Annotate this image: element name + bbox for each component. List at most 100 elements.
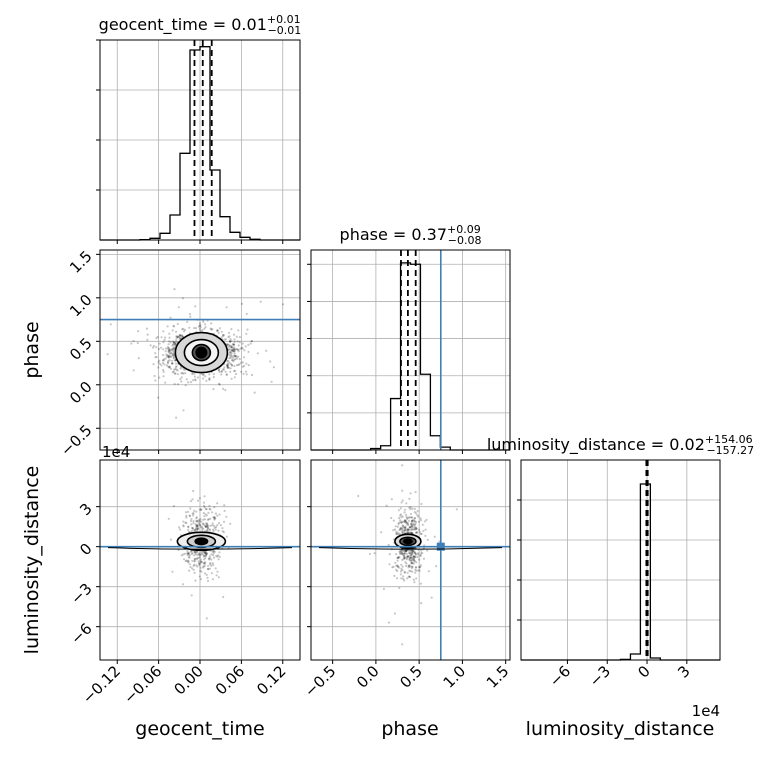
phase-vs-geocent-time-sample-point bbox=[234, 348, 237, 351]
lumdist-vs-phase-sample-point bbox=[413, 520, 416, 523]
phase-vs-geocent-time-sample-point bbox=[226, 365, 229, 368]
phase-vs-geocent-time-sample-point bbox=[173, 341, 176, 344]
phase-vs-geocent-time-sample-point bbox=[225, 373, 228, 376]
phase-vs-geocent-time-sample-point bbox=[171, 371, 174, 374]
lumdist-vs-geocent-time-sample-point bbox=[199, 554, 202, 557]
lumdist-vs-geocent-time-sample-point bbox=[200, 560, 203, 564]
lumdist-vs-phase-sample-point bbox=[413, 523, 416, 527]
phase-vs-geocent-time-sample-point bbox=[229, 362, 232, 366]
lumdist-vs-phase-sample-point bbox=[406, 531, 409, 534]
lumdist-vs-phase-sample-point bbox=[410, 567, 413, 570]
lumdist-vs-geocent-time-sample-point bbox=[211, 522, 214, 525]
phase-vs-geocent-time-sample-point bbox=[174, 362, 178, 365]
phase-vs-geocent-time-sample-point bbox=[259, 300, 262, 303]
phase-vs-geocent-time-sample-point bbox=[230, 346, 233, 349]
lumdist-vs-phase-sample-point bbox=[412, 558, 415, 561]
lumdist-vs-phase-sample-point bbox=[418, 530, 421, 534]
lumdist-vs-phase-sample-point bbox=[401, 531, 404, 534]
phase-vs-geocent-time-sample-point bbox=[166, 361, 170, 364]
phase-vs-geocent-time-sample-point bbox=[194, 327, 198, 330]
lumdist-vs-phase-sample-point bbox=[410, 556, 413, 560]
lumdist-vs-geocent-time-sample-point bbox=[182, 524, 185, 527]
lumdist-vs-geocent-time-sample-point bbox=[195, 516, 198, 519]
lumdist-vs-phase-sample-point bbox=[415, 531, 418, 534]
lumdist-vs-phase-sample-point bbox=[398, 529, 401, 532]
phase-vs-geocent-time-sample-point bbox=[212, 376, 215, 379]
lumdist-vs-phase-sample-point bbox=[409, 549, 412, 552]
phase-vs-geocent-time-sample-point bbox=[218, 327, 221, 330]
lumdist-vs-phase-sample-point bbox=[406, 555, 409, 558]
lumdist-vs-phase-sample-point bbox=[408, 526, 411, 529]
lumdist-vs-geocent-time-sample-point bbox=[216, 524, 219, 527]
lumdist-vs-geocent-time-sample-point bbox=[204, 557, 207, 560]
lumdist-vs-phase-sample-point bbox=[419, 554, 422, 557]
phase-vs-geocent-time-sample-point bbox=[230, 377, 233, 380]
lumdist-vs-geocent-time-sample-point bbox=[208, 507, 211, 510]
lumdist-vs-geocent-time-sample-point bbox=[169, 538, 173, 541]
lumdist-vs-phase-sample-point bbox=[414, 526, 417, 529]
lumdist-vs-phase-sample-point bbox=[373, 552, 376, 555]
lumdist-vs-geocent-time-sample-point bbox=[204, 551, 207, 554]
phase-vs-geocent-time-sample-point bbox=[159, 346, 163, 349]
lumdist-vs-geocent-time-sample-point bbox=[192, 522, 195, 525]
phase-vs-geocent-time-sample-point bbox=[232, 360, 235, 363]
phase-vs-geocent-time-sample-point bbox=[169, 341, 172, 344]
lumdist-vs-geocent-time-sample-point bbox=[201, 553, 204, 556]
lumdist-vs-phase-truth-marker bbox=[436, 542, 445, 551]
phase-vs-geocent-time-sample-point bbox=[158, 342, 161, 345]
lumdist-vs-phase-sample-point bbox=[407, 564, 410, 567]
phase-vs-geocent-time-sample-point bbox=[170, 349, 173, 352]
lumdist-vs-phase-sample-point bbox=[415, 520, 418, 524]
lumdist-vs-geocent-time-sample-point bbox=[191, 551, 194, 555]
phase-vs-geocent-time-sample-point bbox=[265, 349, 268, 352]
lumdist-vs-phase-sample-point bbox=[405, 521, 408, 524]
lumdist-vs-phase-sample-point bbox=[400, 521, 403, 525]
geocent-time-xticklabel-1: −0.06 bbox=[120, 662, 165, 707]
lumdist-vs-phase-sample-point bbox=[415, 566, 418, 569]
lumdist-vs-phase-sample-point bbox=[404, 561, 407, 564]
lumdist-vs-geocent-time-sample-point bbox=[187, 510, 190, 513]
phase-vs-geocent-time-sample-point bbox=[109, 323, 112, 326]
phase-vs-geocent-time-sample-point bbox=[237, 348, 240, 351]
lumdist-vs-phase-sample-point bbox=[410, 523, 413, 527]
lumdist-vs-geocent-time-sample-point bbox=[188, 569, 191, 572]
lumdist-vs-phase-sample-point bbox=[420, 532, 423, 536]
lumdist-vs-geocent-time-sample-point bbox=[186, 549, 189, 553]
phase-vs-geocent-time-sample-point bbox=[175, 338, 178, 341]
lumdist-vs-geocent-time-sample-point bbox=[198, 519, 201, 523]
lumdist-vs-phase-sample-point bbox=[403, 529, 406, 532]
lumdist-vs-geocent-time-sample-point bbox=[203, 551, 206, 554]
lumdist-vs-geocent-time-sample-point bbox=[195, 551, 198, 554]
phase-vs-geocent-time-sample-point bbox=[193, 372, 196, 375]
lumdist-vs-geocent-time-sample-point bbox=[203, 518, 206, 521]
phase-vs-geocent-time-sample-point bbox=[167, 343, 170, 346]
phase-vs-geocent-time-sample-point bbox=[189, 313, 192, 316]
lumdist-vs-geocent-time-sample-point bbox=[206, 529, 209, 532]
phase-vs-geocent-time-sample-point bbox=[176, 373, 179, 376]
lumdist-vs-geocent-time-sample-point bbox=[225, 535, 228, 538]
lumdist-vs-phase-sample-point bbox=[414, 491, 417, 494]
phase-vs-geocent-time-sample-point bbox=[179, 378, 182, 381]
phase-vs-geocent-time-sample-point bbox=[231, 343, 234, 346]
lumdist-vs-phase-sample-point bbox=[403, 571, 406, 574]
lumdist-vs-phase-sample-point bbox=[413, 517, 416, 520]
lumdist-vs-geocent-time-sample-point bbox=[193, 558, 196, 561]
lumdist-vs-phase-sample-point bbox=[402, 575, 405, 578]
lumdist-vs-phase-sample-point bbox=[398, 586, 401, 590]
phase-vs-geocent-time-sample-point bbox=[171, 340, 174, 343]
phase-vs-geocent-time-sample-point bbox=[168, 355, 171, 358]
lumdist-vs-phase-sample-point bbox=[388, 553, 391, 556]
lumdist-vs-geocent-time-sample-point bbox=[189, 550, 192, 553]
phase-vs-geocent-time-sample-point bbox=[229, 356, 232, 359]
phase-vs-geocent-time-sample-point bbox=[229, 367, 232, 370]
phase-vs-geocent-time-sample-point bbox=[158, 376, 161, 379]
lumdist-vs-phase-sample-point bbox=[415, 527, 418, 530]
lumdist-vs-geocent-time-sample-point bbox=[195, 558, 198, 561]
lumdist-vs-geocent-time-sample-point bbox=[184, 511, 188, 514]
phase-vs-geocent-time-sample-point bbox=[175, 416, 178, 419]
phase-vs-geocent-time-sample-point bbox=[176, 369, 179, 372]
lumdist-vs-phase-sample-point bbox=[390, 498, 393, 501]
lumdist-vs-phase-sample-point bbox=[415, 569, 418, 572]
lumdist-vs-phase-sample-point bbox=[404, 527, 407, 530]
phase-vs-geocent-time-sample-point bbox=[217, 331, 220, 335]
